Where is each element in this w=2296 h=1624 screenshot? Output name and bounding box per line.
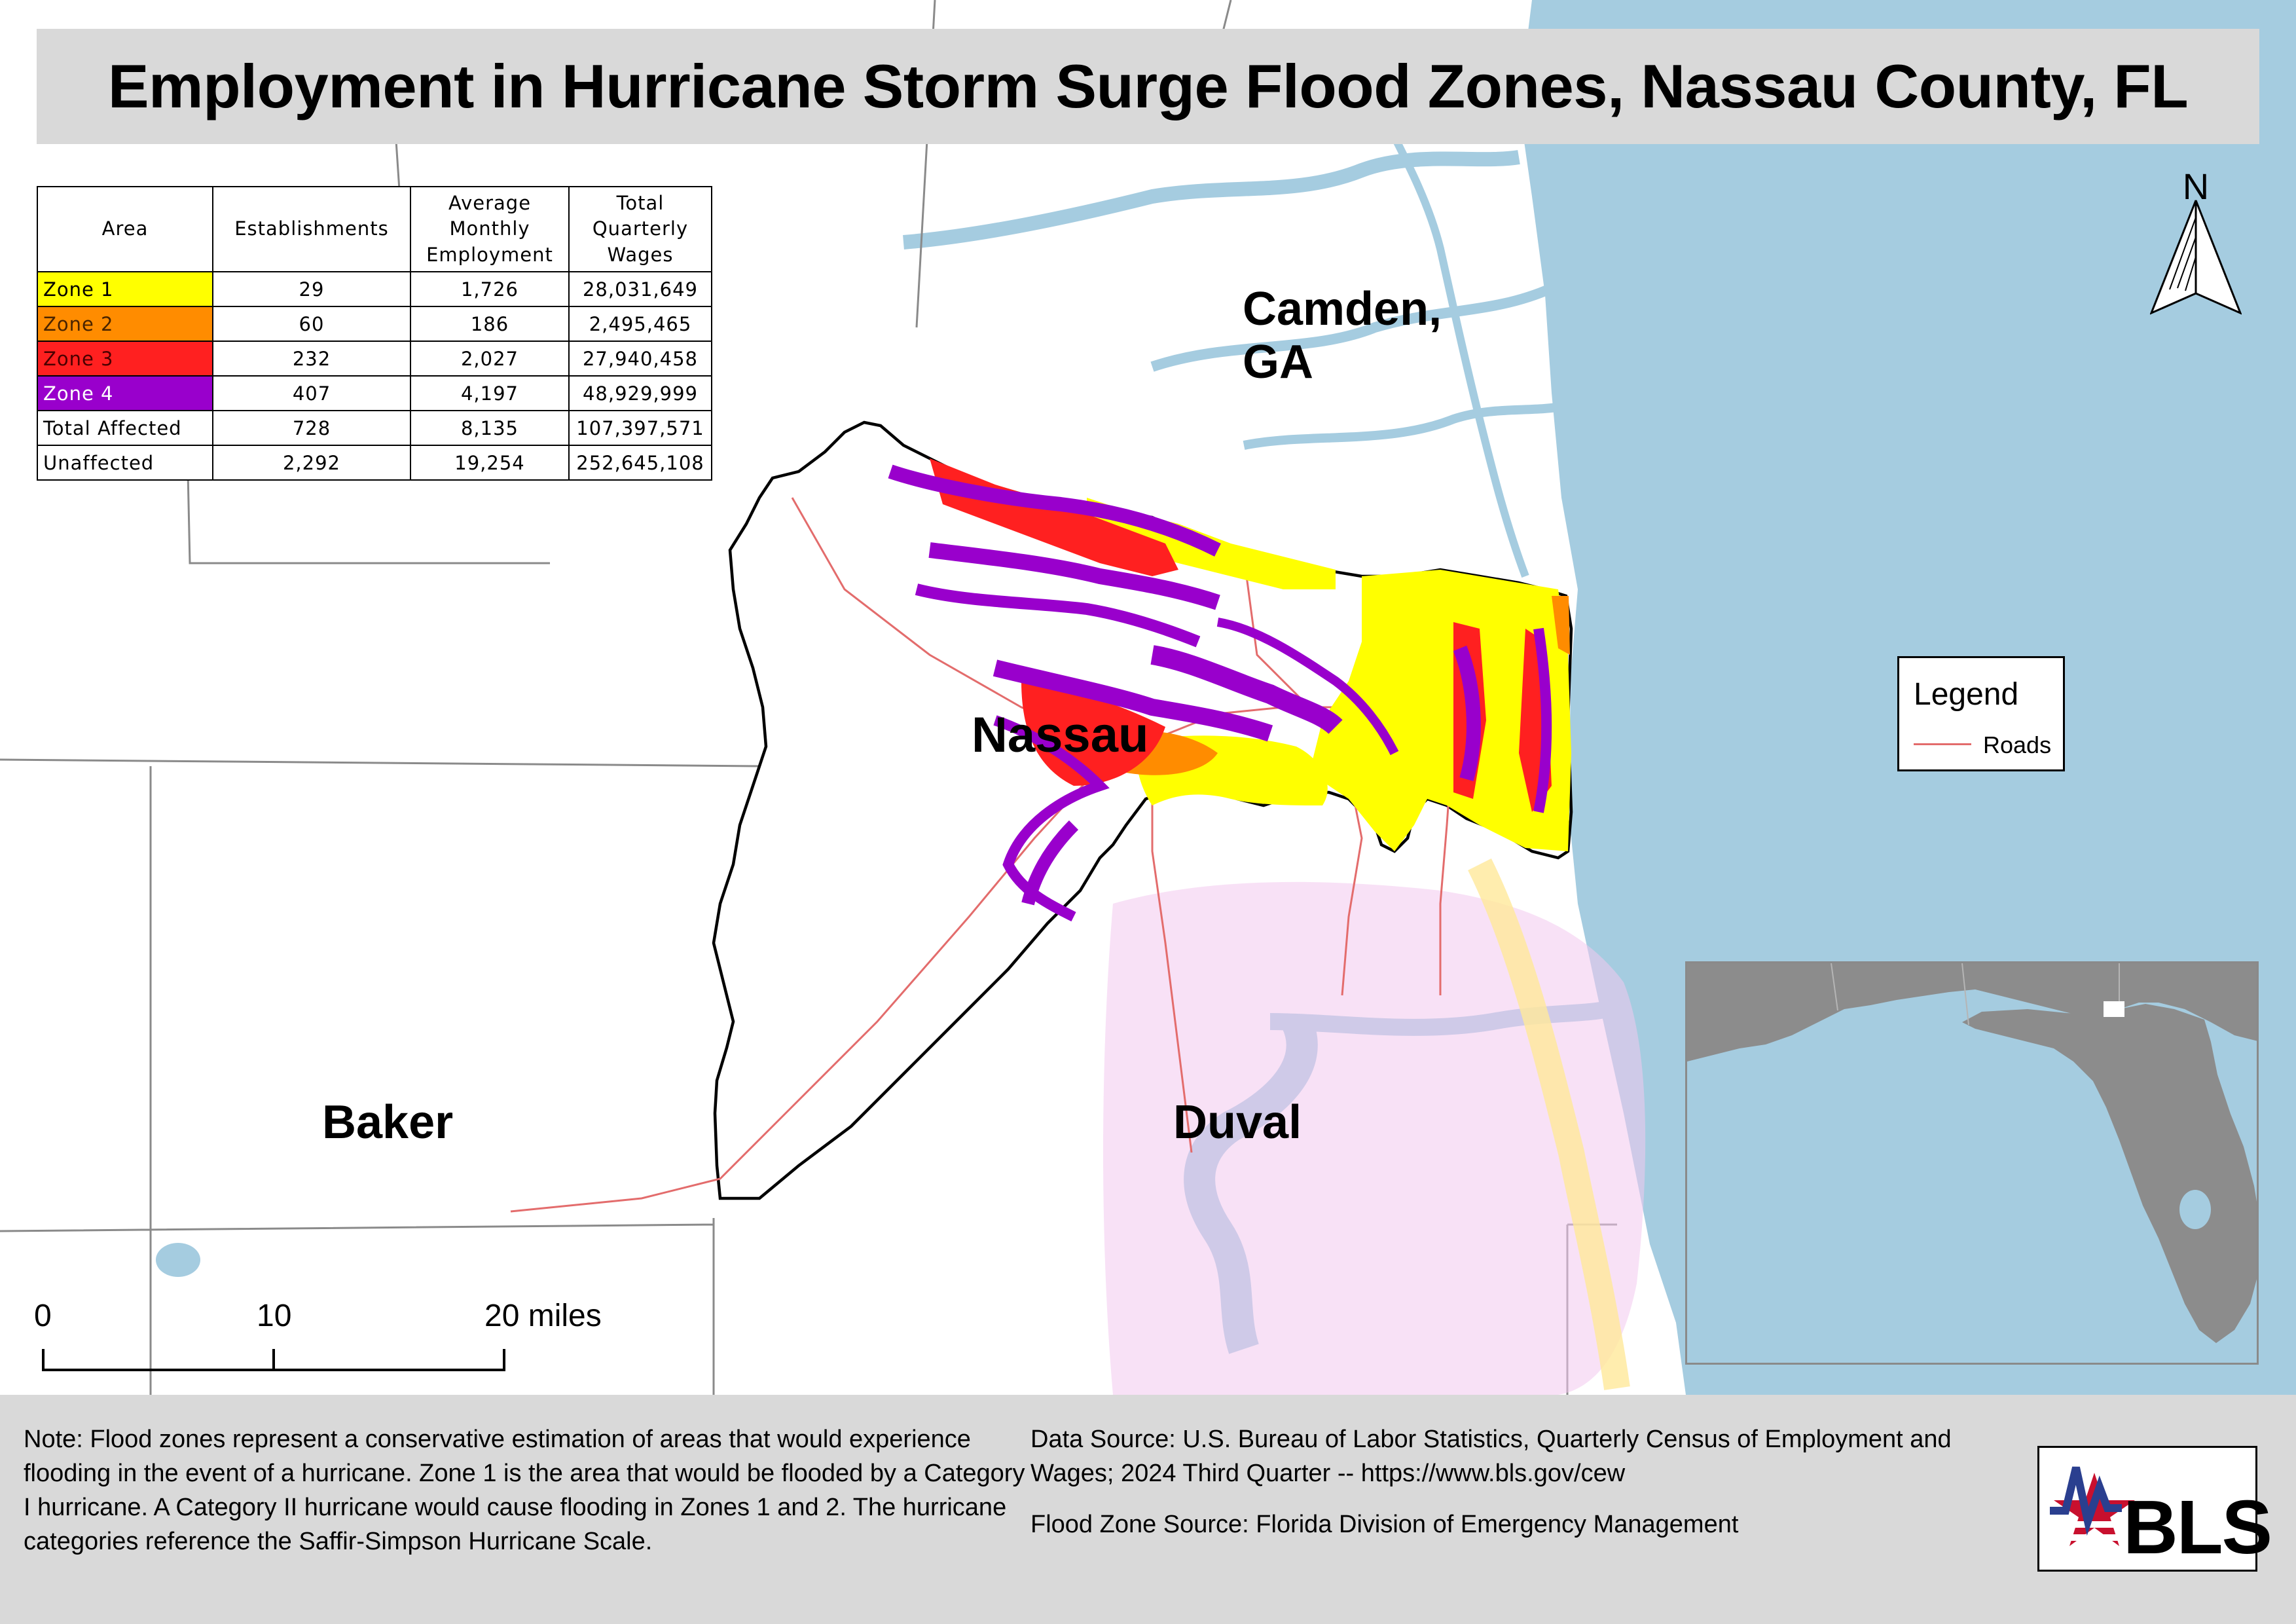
table-cell-area: Zone 4 bbox=[37, 375, 213, 411]
table-cell-area: Unaffected bbox=[37, 445, 213, 481]
table-cell-employment: 4,197 bbox=[410, 375, 570, 411]
lake-baker bbox=[156, 1243, 200, 1277]
table-cell-employment: 8,135 bbox=[410, 410, 570, 446]
table-cell-establishments: 232 bbox=[212, 341, 411, 377]
label-baker: Baker bbox=[322, 1096, 454, 1149]
table-row: Total Affected 728 8,135 107,397,571 bbox=[37, 410, 712, 446]
bls-star-icon bbox=[2050, 1466, 2135, 1546]
label-duval: Duval bbox=[1173, 1096, 1302, 1149]
map-legend: Legend Roads bbox=[1897, 656, 2065, 771]
flood-zone-4-coast-2 bbox=[1533, 627, 1552, 813]
footer-data-source: Data Source: U.S. Bureau of Labor Statis… bbox=[1030, 1426, 1952, 1487]
scale-bar bbox=[42, 1349, 505, 1371]
table-cell-area: Zone 3 bbox=[37, 341, 213, 377]
bls-logo-text: BLS bbox=[2123, 1485, 2272, 1570]
north-arrow-icon bbox=[2150, 200, 2242, 315]
col-header-employment: Average Monthly Employment bbox=[410, 186, 570, 272]
road-us301 bbox=[510, 758, 1108, 1213]
table-cell-area: Zone 2 bbox=[37, 306, 213, 342]
table-cell-establishments: 728 bbox=[212, 410, 411, 446]
river-satilla bbox=[1150, 283, 1554, 372]
table-row: Unaffected 2,292 19,254 252,645,108 bbox=[37, 445, 712, 481]
table-row: Zone 1 29 1,726 28,031,649 bbox=[37, 271, 712, 307]
flood-zone-4-finger-6 bbox=[1216, 618, 1399, 756]
table-cell-wages: 48,929,999 bbox=[568, 375, 712, 411]
duval-coast-flood bbox=[1468, 858, 1630, 1390]
table-cell-wages: 2,495,465 bbox=[568, 306, 712, 342]
inset-lake-okeechobee bbox=[2179, 1190, 2211, 1229]
col-header-wages: Total Quarterly Wages bbox=[568, 186, 712, 272]
north-arrow: N bbox=[2150, 165, 2242, 322]
table-cell-wages: 252,645,108 bbox=[568, 445, 712, 481]
table-row: Zone 3 232 2,027 27,940,458 bbox=[37, 341, 712, 377]
map-title: Employment in Hurricane Storm Surge Floo… bbox=[107, 52, 2189, 120]
flood-zone-4-north bbox=[888, 464, 1221, 557]
table-cell-employment: 19,254 bbox=[410, 445, 570, 481]
legend-road-swatch bbox=[1914, 743, 1971, 745]
flood-zone-4-sw bbox=[1021, 820, 1079, 906]
legend-road-label: Roads bbox=[1983, 731, 2052, 758]
table-cell-area: Zone 1 bbox=[37, 271, 213, 307]
employment-table: Area Establishments Average Monthly Empl… bbox=[37, 186, 712, 481]
scale-label-20: 20 miles bbox=[484, 1299, 602, 1333]
flood-zone-1 bbox=[1309, 570, 1571, 851]
inset-florida bbox=[1962, 1004, 2257, 1343]
inset-map-graphic bbox=[1687, 963, 2257, 1343]
table-cell-employment: 1,726 bbox=[410, 271, 570, 307]
road-sr200 bbox=[1151, 740, 1193, 1153]
river-st-marys bbox=[903, 150, 1520, 249]
table-row: Zone 2 60 186 2,495,465 bbox=[37, 306, 712, 342]
inset-us-land bbox=[1687, 963, 2257, 1061]
table-cell-wages: 27,940,458 bbox=[568, 341, 712, 377]
table-cell-establishments: 2,292 bbox=[212, 445, 411, 481]
bls-logo: BLS bbox=[2037, 1446, 2272, 1572]
title-bar: Employment in Hurricane Storm Surge Floo… bbox=[37, 29, 2259, 144]
inset-nassau-highlight bbox=[2104, 1001, 2124, 1017]
table-cell-area: Total Affected bbox=[37, 410, 213, 446]
table-cell-employment: 2,027 bbox=[410, 341, 570, 377]
col-header-establishments: Establishments bbox=[212, 186, 411, 272]
table-cell-establishments: 407 bbox=[212, 375, 411, 411]
table-header-row: Area Establishments Average Monthly Empl… bbox=[37, 186, 712, 272]
flood-zone-4-coast bbox=[1453, 645, 1481, 782]
table-cell-establishments: 60 bbox=[212, 306, 411, 342]
footer-panel: Note: Flood zones represent a conservati… bbox=[0, 1395, 2296, 1624]
flood-zone-4-finger-2 bbox=[915, 583, 1201, 648]
footer-flood-source: Flood Zone Source: Florida Division of E… bbox=[1030, 1511, 1739, 1538]
flood-zone-4-finger-1 bbox=[928, 542, 1220, 610]
scale-label-10: 10 bbox=[257, 1299, 292, 1333]
flood-zone-3-b bbox=[1021, 681, 1165, 786]
river-network-ga bbox=[1371, 96, 1529, 578]
inset-map-florida bbox=[1685, 961, 2259, 1365]
north-letter: N bbox=[2182, 166, 2210, 207]
river-crooked bbox=[1243, 401, 1566, 450]
table-row: Zone 4 407 4,197 48,929,999 bbox=[37, 375, 712, 411]
flood-zone-2-coast bbox=[1552, 596, 1570, 655]
col-header-area: Area bbox=[37, 186, 213, 272]
legend-title: Legend bbox=[1914, 677, 2019, 712]
table-cell-establishments: 29 bbox=[212, 271, 411, 307]
scale-label-0: 0 bbox=[34, 1299, 52, 1333]
table-cell-wages: 28,031,649 bbox=[568, 271, 712, 307]
footer-note: Note: Flood zones represent a conservati… bbox=[24, 1426, 1025, 1555]
label-nassau: Nassau bbox=[972, 707, 1149, 763]
table-cell-wages: 107,397,571 bbox=[568, 410, 712, 446]
flood-zone-4-finger-3 bbox=[993, 659, 1273, 742]
label-camden: Camden, GA bbox=[1243, 283, 1442, 388]
table-cell-employment: 186 bbox=[410, 306, 570, 342]
duval-urban-area bbox=[1103, 881, 1646, 1395]
flood-zone-4-finger-5 bbox=[1150, 645, 1343, 735]
